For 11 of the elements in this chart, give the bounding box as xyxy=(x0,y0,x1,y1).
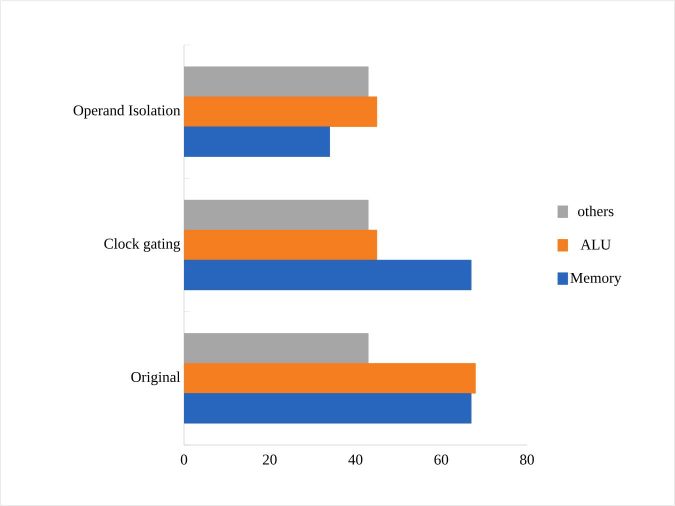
x-tick-label: 80 xyxy=(520,454,534,465)
x-tick-label: 60 xyxy=(434,454,448,465)
x-tick-label: 20 xyxy=(262,454,277,465)
legend-label: Memory xyxy=(570,272,622,286)
x-tick-label: 0 xyxy=(180,454,188,465)
legend-label: others xyxy=(578,206,614,216)
y-tick-label: Original xyxy=(131,372,180,386)
legend-label: ALU xyxy=(580,240,611,250)
x-tick-label: 40 xyxy=(348,454,362,465)
y-tick-label: Operand Isolation xyxy=(74,104,180,118)
y-tick-label: Clock gating xyxy=(104,238,180,252)
